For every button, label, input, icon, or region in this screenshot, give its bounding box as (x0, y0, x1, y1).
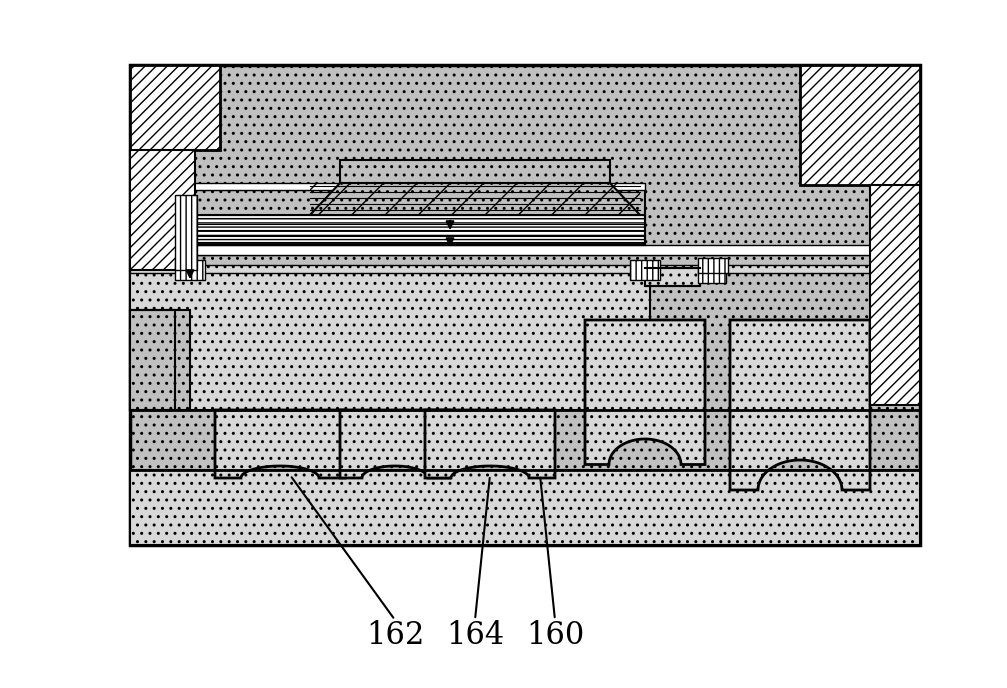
Bar (310, 183, 640, 215)
Bar (130, 470, 920, 545)
Bar (130, 150, 195, 270)
Bar (175, 215, 645, 245)
Bar (630, 260, 660, 280)
Polygon shape (310, 183, 640, 215)
Bar (175, 183, 645, 190)
Bar (130, 65, 920, 545)
Bar (870, 185, 920, 405)
Bar (130, 265, 920, 273)
Polygon shape (425, 410, 555, 478)
Polygon shape (730, 320, 870, 490)
Bar (175, 190, 645, 215)
Bar (698, 258, 728, 273)
Bar (698, 268, 726, 283)
Bar (130, 270, 650, 410)
Bar (130, 245, 920, 255)
Bar (340, 160, 610, 183)
Bar (175, 195, 197, 270)
Bar (175, 215, 645, 245)
Bar (800, 65, 920, 185)
Bar (645, 268, 700, 286)
Polygon shape (215, 410, 345, 478)
Bar (130, 310, 190, 410)
Text: 164: 164 (446, 620, 505, 651)
Bar (175, 260, 205, 280)
Bar (130, 65, 220, 150)
Text: 160: 160 (526, 620, 584, 651)
Polygon shape (340, 410, 450, 478)
Bar (130, 310, 175, 410)
Bar (130, 255, 920, 270)
Text: 162: 162 (366, 620, 424, 651)
Polygon shape (585, 320, 705, 464)
